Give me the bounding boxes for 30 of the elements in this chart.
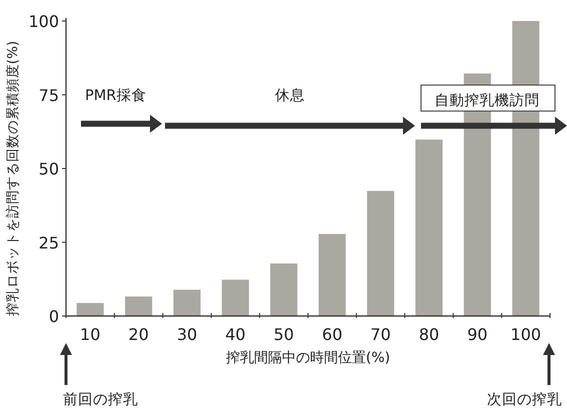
y-axis-title: 搾乳ロボットを訪問する回数の累積頻度(%) xyxy=(5,40,21,316)
x-tick-label: 80 xyxy=(418,325,440,344)
x-tick-label: 60 xyxy=(322,325,342,344)
x-tick-label: 50 xyxy=(274,325,294,344)
bar xyxy=(173,290,201,316)
x-tick-label: 10 xyxy=(80,325,100,344)
x-tick-label: 70 xyxy=(370,325,391,344)
bar xyxy=(222,280,249,316)
bar xyxy=(318,234,346,316)
x-tick-label: 90 xyxy=(467,325,488,344)
y-tick-label: 100 xyxy=(28,12,59,31)
text: 前回の搾乳 xyxy=(63,391,138,408)
x-axis-title: 搾乳間隔中の時間位置(%) xyxy=(226,350,390,366)
bar xyxy=(76,303,104,316)
bar xyxy=(367,190,394,316)
y-tick-label: 50 xyxy=(38,160,59,178)
bar xyxy=(415,140,443,316)
y-tick-label: 75 xyxy=(38,86,59,105)
x-tick-label: 100 xyxy=(510,325,542,344)
x-tick-label: 40 xyxy=(225,325,246,344)
annotation: 休息 xyxy=(275,87,305,104)
annotation: PMR採食 xyxy=(85,87,146,104)
x-tick-label: 20 xyxy=(128,325,149,344)
x-tick-label: 30 xyxy=(176,325,198,344)
text: 次回の搾乳 xyxy=(487,391,562,408)
annotation: 自動搾乳機訪問 xyxy=(434,92,540,110)
y-tick-label: 0 xyxy=(48,307,59,326)
y-tick-label: 25 xyxy=(38,233,59,252)
bar xyxy=(125,296,152,316)
bar xyxy=(270,263,298,316)
